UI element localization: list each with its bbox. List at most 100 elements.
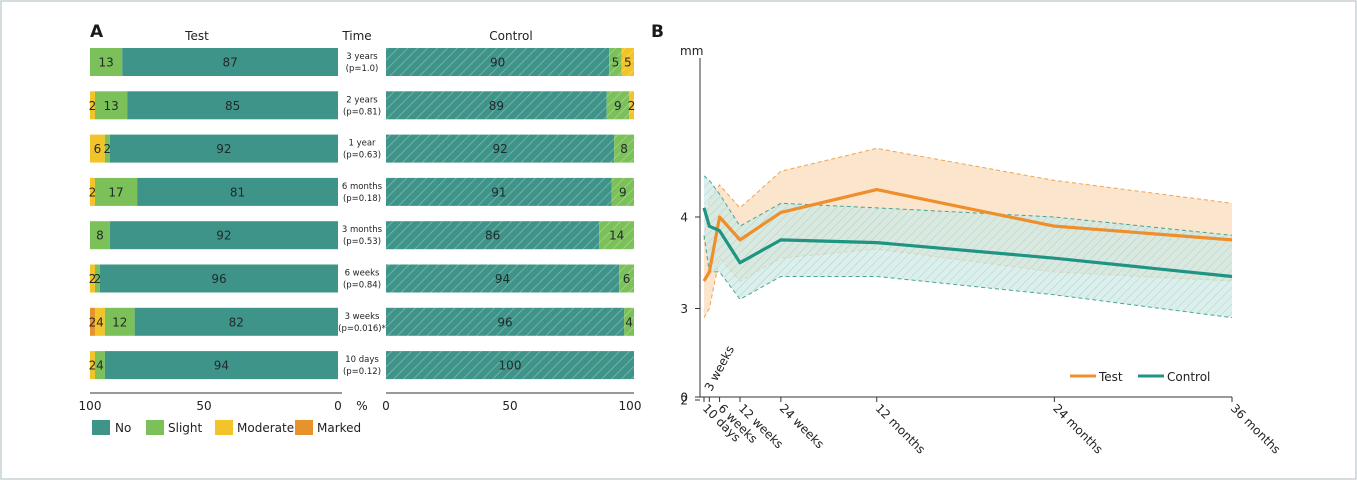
legend-label-marked: Marked xyxy=(317,421,361,435)
test-bar-slight xyxy=(94,177,138,206)
percent-label: % xyxy=(356,399,367,413)
test-bar-slight xyxy=(90,48,123,76)
legend-swatch-slight xyxy=(146,420,164,435)
test-bar-label: 85 xyxy=(225,99,240,113)
legend-swatch-marked xyxy=(295,420,313,435)
control-header: Control xyxy=(489,29,532,43)
test-bar-moderate xyxy=(90,91,95,120)
p-value-label: (p=1.0) xyxy=(346,64,379,74)
test-bar-label: 2 xyxy=(94,272,102,286)
y-tick-label: 2 xyxy=(680,394,688,408)
control-axis-tick-0: 0 xyxy=(382,399,390,413)
test-axis-tick-0: 0 xyxy=(334,399,342,413)
band-lower-control xyxy=(703,235,1233,319)
test-bar-label: 2 xyxy=(89,99,97,113)
test-bar-moderate xyxy=(94,307,105,336)
p-value-label: (p=0.016)* xyxy=(338,324,386,334)
control-bar-hatch xyxy=(621,48,634,76)
test-bar-slight xyxy=(90,221,110,250)
test-bar-label: 4 xyxy=(96,359,104,373)
test-bar-no xyxy=(134,307,338,336)
test-bar-marked xyxy=(90,307,95,336)
test-bar-label: 2 xyxy=(89,272,97,286)
legend-label-control: Control xyxy=(1167,370,1210,384)
control-bar-label: 6 xyxy=(623,272,631,286)
control-bar-label: 8 xyxy=(620,142,628,156)
test-bar-label: 17 xyxy=(108,185,123,199)
test-bar-slight xyxy=(94,91,128,120)
time-label: 3 months xyxy=(342,225,383,235)
control-bar-hatch xyxy=(614,134,634,163)
test-bar-label: 8 xyxy=(96,229,104,243)
control-bar-label: 89 xyxy=(489,99,504,113)
panel-a: A Test Time Control 13 87 90 5 53 years(p=1.… xyxy=(79,22,641,435)
time-label: 6 weeks xyxy=(345,269,380,279)
test-bar-label: 96 xyxy=(211,272,226,286)
control-bar-label: 2 xyxy=(628,99,636,113)
control-bar-hatch xyxy=(609,48,622,76)
control-bar-label: 91 xyxy=(491,185,506,199)
control-bar-label: 94 xyxy=(495,272,510,286)
control-bar-hatch xyxy=(386,351,634,380)
test-bar-no xyxy=(99,264,338,293)
panel-a-legend: No Slight Moderate Marked xyxy=(92,420,361,435)
test-bar-moderate xyxy=(90,264,95,293)
control-bar-label: 90 xyxy=(490,56,505,70)
test-bar-label: 92 xyxy=(216,229,231,243)
test-header: Test xyxy=(184,29,209,43)
control-bar-hatch xyxy=(386,91,607,120)
series-line-control xyxy=(702,207,1233,279)
control-bar-label: 5 xyxy=(624,56,632,70)
panel-b-letter: B xyxy=(651,22,664,42)
test-bar-label: 12 xyxy=(112,315,127,329)
test-bar-slight xyxy=(94,264,100,293)
control-bar-hatch xyxy=(629,91,634,120)
test-bar-label: 2 xyxy=(104,142,112,156)
control-bar-label: 86 xyxy=(485,229,500,243)
test-bar-slight xyxy=(94,351,105,380)
test-bar-label: 94 xyxy=(214,359,229,373)
p-value-label: (p=0.84) xyxy=(343,281,381,291)
time-label: 10 days xyxy=(345,355,379,365)
control-bar-hatch xyxy=(624,307,634,336)
legend-label-moderate: Moderate xyxy=(237,421,294,435)
test-bar-label: 13 xyxy=(98,56,113,70)
control-axis-tick-50: 50 xyxy=(502,399,517,413)
panel-a-letter: A xyxy=(90,22,104,42)
time-label: 6 months xyxy=(342,182,383,192)
test-bar-no xyxy=(104,351,338,380)
time-label: 2 years xyxy=(346,95,378,105)
time-label: 3 weeks xyxy=(345,312,380,322)
test-bar-moderate xyxy=(90,177,95,206)
test-bar-no xyxy=(109,134,338,163)
test-bar-label: 81 xyxy=(230,185,245,199)
legend-label-test: Test xyxy=(1098,370,1123,384)
test-bar-label: 82 xyxy=(229,315,244,329)
control-bar-label: 9 xyxy=(619,185,627,199)
control-bar-label: 100 xyxy=(499,359,522,373)
p-value-label: (p=0.53) xyxy=(343,237,381,247)
control-bar-hatch xyxy=(606,91,630,120)
p-value-label: (p=0.18) xyxy=(343,194,381,204)
y-tick-label: 4 xyxy=(680,211,688,225)
control-bar-hatch xyxy=(611,177,634,206)
test-bar-label: 6 xyxy=(94,142,102,156)
test-bar-slight xyxy=(104,307,135,336)
time-label: 1 year xyxy=(348,139,376,149)
legend-swatch-no xyxy=(92,420,110,435)
test-bar-label: 87 xyxy=(222,56,237,70)
confidence-bands xyxy=(703,147,1233,319)
test-bar-no xyxy=(122,48,339,76)
test-bar-label: 13 xyxy=(103,99,118,113)
panel-b-legend: Test Control xyxy=(1070,370,1210,384)
legend-swatch-moderate xyxy=(215,420,233,435)
control-bar-hatch xyxy=(619,264,634,293)
test-bar-no xyxy=(127,91,338,120)
y-unit-label: mm xyxy=(680,44,703,58)
p-value-label: (p=0.63) xyxy=(343,151,381,161)
test-bar-label: 92 xyxy=(216,142,231,156)
test-axis-tick-50: 50 xyxy=(196,399,211,413)
control-bar-label: 96 xyxy=(497,315,512,329)
p-value-label: (p=0.12) xyxy=(343,367,381,377)
